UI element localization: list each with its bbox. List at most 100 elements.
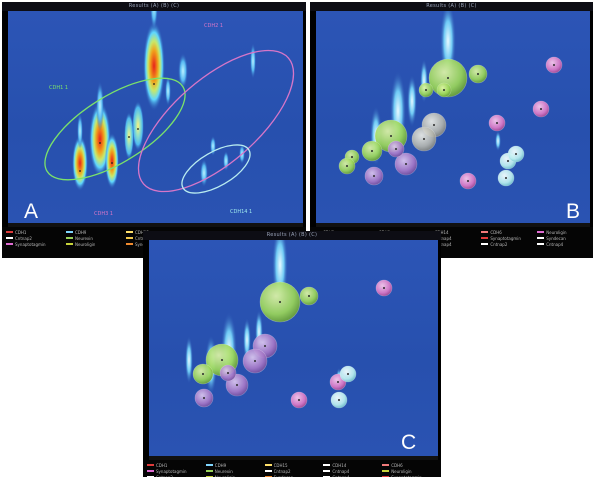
legend-item: CDH1 bbox=[6, 229, 62, 235]
legend-label: Neurexin bbox=[75, 235, 93, 241]
legend-swatch bbox=[6, 243, 13, 245]
legend-swatch bbox=[126, 243, 133, 245]
legend-item: CDH9 bbox=[205, 462, 261, 468]
legend-label: Synaptotagmin bbox=[15, 241, 46, 247]
legend-label: Syndecan bbox=[273, 474, 294, 477]
legend-label: Neuroligin bbox=[214, 474, 236, 477]
peak bbox=[143, 21, 165, 111]
cluster-ellipse bbox=[137, 49, 295, 193]
panel-c-legend: CDH1 CDH9 CDH15 CDH14 CDH6 Synaptotagmin Neure… bbox=[143, 460, 441, 477]
peak bbox=[165, 76, 171, 106]
legend-label: Cntnap4 bbox=[332, 474, 350, 477]
legend-swatch bbox=[126, 237, 133, 239]
legend-label: CDH9 bbox=[75, 229, 87, 235]
legend-swatch bbox=[66, 237, 73, 239]
legend-item: CDH9 bbox=[66, 229, 122, 235]
x-axis bbox=[8, 223, 303, 227]
legend-swatch bbox=[205, 464, 213, 466]
legend-swatch bbox=[537, 231, 545, 233]
legend-swatch bbox=[147, 470, 154, 472]
legend-label: Synaptotagmin bbox=[156, 468, 187, 474]
legend-label: CDH6 bbox=[391, 462, 403, 468]
legend-swatch bbox=[323, 464, 331, 466]
legend-swatch bbox=[537, 237, 545, 239]
x-axis bbox=[316, 223, 590, 227]
panel-c-plot: C bbox=[149, 240, 438, 456]
legend-item: Neurexin bbox=[205, 468, 261, 474]
legend-item: CDH15 bbox=[264, 462, 320, 468]
legend-swatch bbox=[481, 237, 489, 239]
legend-label: CDH15 bbox=[135, 229, 149, 235]
peak-dots bbox=[79, 83, 155, 172]
legend-swatch bbox=[537, 243, 545, 245]
legend-item: Synaptotagmin bbox=[6, 241, 62, 247]
legend-item: Syndecan bbox=[537, 235, 589, 241]
peak bbox=[250, 43, 256, 79]
legend-swatch bbox=[205, 470, 213, 472]
legend-item: Neuroligin bbox=[66, 241, 122, 247]
peak bbox=[132, 101, 144, 151]
panel-a-svg bbox=[44, 11, 295, 194]
bubbles bbox=[192, 279, 393, 409]
legend-swatch bbox=[323, 470, 331, 472]
bubble-dots bbox=[202, 287, 385, 401]
panel-label: A bbox=[24, 200, 39, 223]
legend-swatch bbox=[6, 231, 13, 233]
cluster-label: CDH1 1 bbox=[49, 85, 69, 91]
legend-swatch bbox=[66, 243, 73, 245]
legend-swatch bbox=[147, 464, 154, 466]
x-axis bbox=[149, 456, 438, 460]
peak bbox=[96, 81, 104, 131]
legend-label: CDH1 bbox=[15, 229, 27, 235]
legend-label: Neuroligin bbox=[75, 241, 96, 247]
panel-label: B bbox=[566, 200, 581, 223]
legend-label: Syndecan bbox=[546, 235, 566, 241]
legend-item: CDH6 bbox=[481, 229, 533, 235]
legend-item: CDH6 bbox=[382, 462, 437, 468]
legend-item: Cntnap4 bbox=[323, 468, 378, 474]
panel-b: Results (A) (B) (C) bbox=[310, 2, 593, 258]
peak bbox=[105, 133, 119, 189]
peak bbox=[150, 11, 158, 31]
legend-label: CDH15 bbox=[273, 462, 288, 468]
legend-label: CDH6 bbox=[490, 229, 502, 235]
cluster-label: CDH3 1 bbox=[94, 211, 114, 217]
legend-item: CDH15 bbox=[126, 229, 182, 235]
legend-label: Cntnap2 bbox=[156, 474, 173, 477]
legend-label: CDH1 bbox=[156, 462, 168, 468]
legend-label: Neuroligin bbox=[391, 468, 412, 474]
panel-b-svg bbox=[338, 11, 563, 190]
legend-label: CDH14 bbox=[434, 229, 449, 235]
legend-item: Cntnap2 bbox=[6, 235, 62, 241]
cluster-label: CDH14 1 bbox=[230, 209, 253, 215]
legend-item: Neuroligin bbox=[537, 229, 589, 235]
legend-swatch bbox=[264, 470, 272, 472]
legend-label: CDH9 bbox=[214, 462, 227, 468]
cluster-ellipse bbox=[181, 144, 251, 194]
legend-label: Cntnap2 bbox=[490, 241, 508, 247]
legend-swatch bbox=[66, 231, 73, 233]
peak bbox=[200, 159, 208, 187]
legend-item: CDH14 bbox=[323, 462, 378, 468]
bubble-dots bbox=[346, 64, 555, 182]
panel-b-plot: B bbox=[316, 11, 590, 223]
peak-streaks bbox=[72, 11, 256, 191]
legend-label: Cntnap4 bbox=[332, 468, 350, 474]
legend-item: Neuroligin bbox=[382, 468, 437, 474]
legend-swatch bbox=[382, 464, 390, 466]
legend-label: Synaptotagmin bbox=[391, 474, 422, 477]
cluster-ellipse bbox=[44, 77, 186, 181]
legend-label: Cntnap2 bbox=[15, 235, 32, 241]
legend-item: Cntnap2 bbox=[481, 241, 533, 247]
legend-item: Synaptotagmin bbox=[481, 235, 533, 241]
cluster-label: CDH2 1 bbox=[204, 23, 224, 29]
legend-swatch bbox=[126, 231, 133, 233]
panel-a: Results (A) (B) (C) bbox=[2, 2, 306, 258]
legend-swatch bbox=[6, 237, 13, 239]
legend-label: Synaptotagmin bbox=[490, 235, 521, 241]
peak bbox=[178, 53, 188, 89]
legend-item: CDH1 bbox=[147, 462, 202, 468]
legend-swatch bbox=[481, 231, 489, 233]
panel-a-title-bar: Results (A) (B) (C) bbox=[2, 2, 306, 11]
legend-swatch bbox=[382, 470, 390, 472]
